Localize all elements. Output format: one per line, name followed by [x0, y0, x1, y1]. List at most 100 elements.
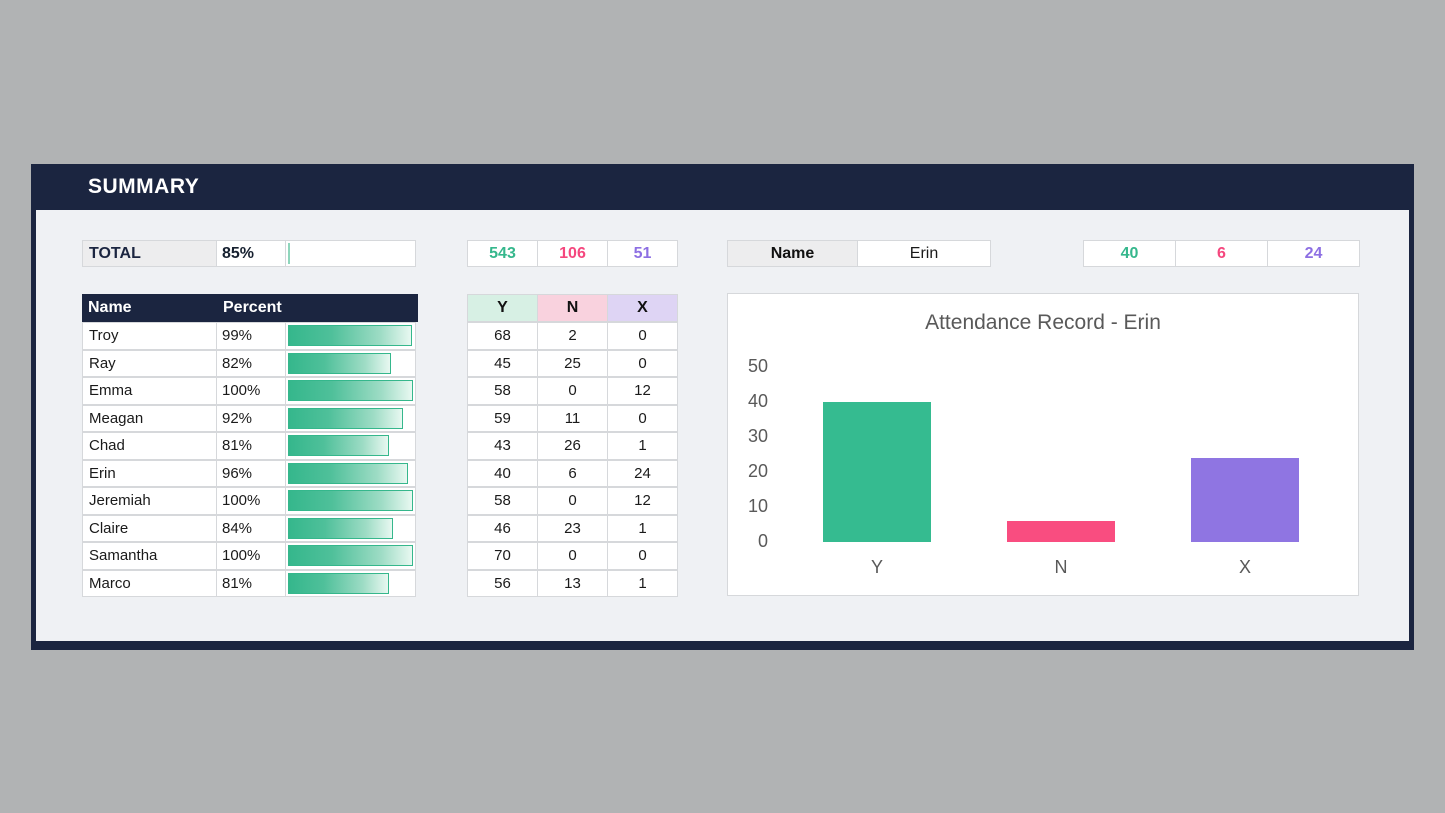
total-percent-cell[interactable]: 85%: [216, 240, 286, 267]
roster-percent-cell[interactable]: 82%: [216, 349, 286, 377]
grand-total-n-cell[interactable]: 106: [537, 240, 608, 267]
total-bar-cell[interactable]: [285, 240, 416, 267]
ynx-value-cell-y[interactable]: 46: [467, 514, 538, 542]
ynx-header-x: X: [607, 294, 678, 322]
ynx-value-cell-y[interactable]: 45: [467, 349, 538, 377]
roster-bar-cell[interactable]: [285, 404, 416, 432]
data-bar: [288, 490, 413, 512]
roster-bar-cell[interactable]: [285, 514, 416, 542]
x-axis-label-n: N: [1054, 557, 1068, 577]
chart-bar-n: [1007, 521, 1115, 542]
ynx-value-cell-x[interactable]: 1: [607, 432, 678, 460]
roster-name-cell[interactable]: Chad: [82, 432, 217, 460]
roster-percent-cell[interactable]: 100%: [216, 542, 286, 570]
roster-row: Erin 96%: [82, 459, 418, 487]
grand-totals-strip: 543 106 51: [467, 240, 678, 267]
selected-total-x-cell[interactable]: 24: [1267, 240, 1360, 267]
ynx-row: 58 0 12: [467, 487, 678, 515]
ynx-value-cell-x[interactable]: 0: [607, 404, 678, 432]
roster-name-cell[interactable]: Samantha: [82, 542, 217, 570]
total-row: TOTAL 85%: [82, 240, 418, 267]
ynx-value-cell-n[interactable]: 26: [537, 432, 608, 460]
ynx-value-cell-y[interactable]: 56: [467, 569, 538, 597]
ynx-value-cell-x[interactable]: 0: [607, 542, 678, 570]
roster-row: Jeremiah 100%: [82, 487, 418, 515]
roster-name-cell[interactable]: Emma: [82, 377, 217, 405]
grand-total-x-cell[interactable]: 51: [607, 240, 678, 267]
roster-row: Ray 82%: [82, 349, 418, 377]
roster-name-cell[interactable]: Meagan: [82, 404, 217, 432]
ynx-value-cell-n[interactable]: 6: [537, 459, 608, 487]
name-selector: Name Erin: [727, 240, 992, 267]
roster-percent-cell[interactable]: 84%: [216, 514, 286, 542]
roster-percent-cell[interactable]: 81%: [216, 569, 286, 597]
roster-percent-cell[interactable]: 100%: [216, 377, 286, 405]
roster-bar-cell[interactable]: [285, 487, 416, 515]
ynx-value-cell-y[interactable]: 40: [467, 459, 538, 487]
roster-name-cell[interactable]: Erin: [82, 459, 217, 487]
ynx-value-cell-x[interactable]: 0: [607, 349, 678, 377]
ynx-value-cell-y[interactable]: 70: [467, 542, 538, 570]
ynx-value-cell-y[interactable]: 43: [467, 432, 538, 460]
y-axis-tick-label: 10: [747, 496, 768, 516]
ynx-row: 70 0 0: [467, 542, 678, 570]
roster-bar-cell[interactable]: [285, 349, 416, 377]
data-bar: [288, 435, 390, 457]
ynx-table: Y N X 68 2 0 45 25 0 58 0 12 59 11 0 43 26 1 40 6 24 58 0 12…: [467, 294, 678, 597]
data-bar: [288, 572, 390, 594]
ynx-value-cell-x[interactable]: 0: [607, 322, 678, 350]
ynx-value-cell-y[interactable]: 58: [467, 487, 538, 515]
attendance-chart[interactable]: Attendance Record - Erin 0 10 20 30 40 50 Y N X: [727, 293, 1359, 596]
data-bar: [288, 462, 408, 484]
selected-total-y-cell[interactable]: 40: [1083, 240, 1176, 267]
ynx-row: 59 11 0: [467, 404, 678, 432]
ynx-header-n: N: [537, 294, 608, 322]
roster-bar-cell[interactable]: [285, 322, 416, 350]
roster-name-cell[interactable]: Claire: [82, 514, 217, 542]
ynx-value-cell-n[interactable]: 13: [537, 569, 608, 597]
roster-bar-cell[interactable]: [285, 569, 416, 597]
chart-bar-y: [823, 402, 931, 542]
ynx-value-cell-x[interactable]: 1: [607, 569, 678, 597]
roster-name-cell[interactable]: Troy: [82, 322, 217, 350]
roster-percent-cell[interactable]: 96%: [216, 459, 286, 487]
roster-bar-cell[interactable]: [285, 432, 416, 460]
selected-totals-strip: 40 6 24: [1083, 240, 1360, 267]
ynx-value-cell-n[interactable]: 2: [537, 322, 608, 350]
ynx-row: 46 23 1: [467, 514, 678, 542]
ynx-value-cell-y[interactable]: 59: [467, 404, 538, 432]
roster-bar-cell[interactable]: [285, 459, 416, 487]
total-data-bar: [288, 243, 290, 264]
name-selector-value[interactable]: Erin: [857, 240, 991, 267]
roster-percent-cell[interactable]: 92%: [216, 404, 286, 432]
ynx-value-cell-x[interactable]: 24: [607, 459, 678, 487]
ynx-value-cell-x[interactable]: 12: [607, 487, 678, 515]
ynx-value-cell-x[interactable]: 1: [607, 514, 678, 542]
chart-title: Attendance Record - Erin: [925, 311, 1161, 334]
ynx-value-cell-y[interactable]: 68: [467, 322, 538, 350]
ynx-value-cell-y[interactable]: 58: [467, 377, 538, 405]
roster-table: Name Percent Troy 99% Ray 82% Emma 100% Meagan…: [82, 294, 418, 597]
ynx-value-cell-x[interactable]: 12: [607, 377, 678, 405]
data-bar: [288, 352, 391, 374]
ynx-row: 58 0 12: [467, 377, 678, 405]
roster-percent-cell[interactable]: 81%: [216, 432, 286, 460]
total-label-cell[interactable]: TOTAL: [82, 240, 217, 267]
selected-total-n-cell[interactable]: 6: [1175, 240, 1268, 267]
roster-bar-cell[interactable]: [285, 377, 416, 405]
roster-percent-cell[interactable]: 99%: [216, 322, 286, 350]
roster-name-cell[interactable]: Marco: [82, 569, 217, 597]
ynx-value-cell-n[interactable]: 11: [537, 404, 608, 432]
summary-panel: SUMMARY TOTAL 85% Name Percent Troy 99% Ra…: [31, 164, 1414, 650]
ynx-value-cell-n[interactable]: 0: [537, 377, 608, 405]
ynx-value-cell-n[interactable]: 23: [537, 514, 608, 542]
roster-percent-cell[interactable]: 100%: [216, 487, 286, 515]
ynx-value-cell-n[interactable]: 0: [537, 487, 608, 515]
ynx-value-cell-n[interactable]: 25: [537, 349, 608, 377]
y-axis-tick-label: 20: [747, 461, 768, 481]
roster-name-cell[interactable]: Jeremiah: [82, 487, 217, 515]
roster-bar-cell[interactable]: [285, 542, 416, 570]
ynx-value-cell-n[interactable]: 0: [537, 542, 608, 570]
grand-total-y-cell[interactable]: 543: [467, 240, 538, 267]
roster-name-cell[interactable]: Ray: [82, 349, 217, 377]
